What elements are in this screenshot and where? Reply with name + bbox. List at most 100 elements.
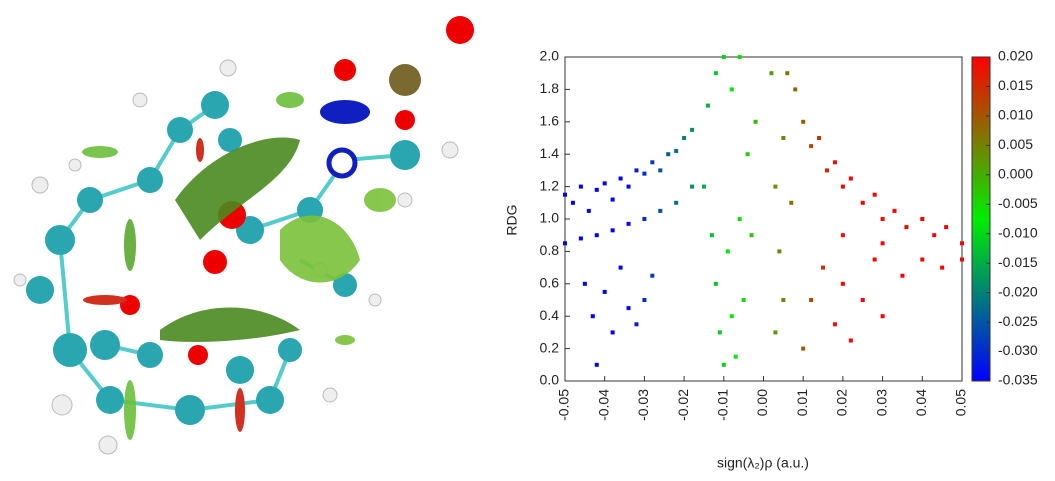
plot-frame	[564, 56, 963, 382]
scatter-point	[737, 217, 742, 221]
scatter-point	[626, 306, 631, 311]
y-tick-label: 0.0	[540, 372, 560, 388]
scatter-point	[789, 200, 794, 205]
scatter-point	[860, 298, 865, 302]
scatter-point	[618, 176, 623, 181]
scatter-point	[880, 241, 885, 246]
x-tick-label: -0.04	[595, 389, 611, 421]
scatter-point	[904, 225, 909, 230]
scatter-point	[721, 55, 726, 59]
y-tick-label: 0.6	[540, 275, 560, 291]
scatter-point	[821, 265, 826, 270]
scatter-point	[658, 168, 663, 173]
scatter-point	[741, 298, 746, 302]
scatter-point	[900, 273, 905, 278]
scatter-point	[781, 136, 786, 140]
colorbar-tick-label: 0.005	[998, 136, 1033, 152]
colorbar-tick-label: -0.035	[998, 372, 1038, 388]
x-tick-label: 0.01	[794, 389, 810, 416]
x-tick-label: -0.01	[715, 389, 731, 421]
scatter-point	[634, 168, 639, 173]
scatter-point	[773, 184, 778, 189]
scatter-point	[682, 136, 687, 140]
scatter-point	[642, 298, 647, 302]
scatter-point	[729, 87, 734, 92]
y-tick-label: 1.6	[540, 113, 560, 129]
x-tick-label: -0.02	[675, 389, 691, 421]
scatter-point	[733, 354, 738, 359]
scatter-point	[825, 168, 830, 173]
scatter-point	[594, 362, 599, 367]
scatter-point	[578, 184, 583, 189]
x-tick-label: 0.04	[913, 389, 929, 416]
scatter-point	[940, 265, 945, 270]
scatter-point	[618, 265, 623, 270]
scatter-point	[773, 330, 778, 335]
y-tick-label: 0.8	[540, 242, 560, 258]
scatter-point	[944, 225, 949, 230]
scatter-point	[674, 148, 679, 153]
scatter-point	[809, 298, 814, 302]
scatter-point	[932, 233, 937, 238]
scatter-point	[610, 228, 615, 233]
x-axis-label: sign(λ₂)ρ (a.u.)	[717, 455, 809, 471]
y-tick-label: 1.4	[540, 145, 560, 161]
scatter-point	[920, 217, 925, 221]
colorbar-tick-label: -0.020	[998, 283, 1038, 299]
scatter-point	[586, 208, 591, 213]
scatter-point	[840, 184, 845, 189]
scatter-point	[642, 217, 647, 221]
y-tick-label: 2.0	[540, 48, 560, 64]
scatter-point	[785, 71, 790, 76]
scatter-point	[709, 233, 714, 238]
scatter-point	[809, 144, 814, 149]
scatter-point	[872, 257, 877, 262]
scatter-point	[626, 221, 631, 226]
colorbar-tick-label: -0.005	[998, 195, 1038, 211]
scatter-point	[658, 208, 663, 213]
x-tick-label: -0.03	[635, 389, 651, 421]
scatter-point	[563, 192, 567, 197]
scatter-point	[745, 152, 750, 157]
scatter-point	[594, 187, 599, 192]
scatter-point	[721, 362, 726, 367]
x-tick-label: 0.05	[953, 389, 969, 416]
scatter-point	[880, 314, 885, 319]
y-axis-label: RDG	[504, 204, 520, 235]
scatter-point	[690, 127, 695, 132]
scatter-point	[578, 236, 583, 241]
y-tick-label: 1.0	[540, 210, 560, 226]
scatter-point	[725, 249, 730, 254]
scatter-point	[769, 71, 774, 76]
y-tick-label: 1.8	[540, 80, 560, 96]
colorbar-tick-label: 0.015	[998, 77, 1033, 93]
x-tick-label: 0.00	[754, 389, 770, 416]
scatter-point	[860, 200, 865, 205]
scatter-point	[701, 184, 706, 189]
y-tick-label: 1.2	[540, 177, 560, 193]
scatter-point	[848, 338, 853, 343]
scatter-point	[594, 233, 599, 238]
scatter-point	[848, 176, 853, 181]
scatter-point	[634, 322, 639, 327]
x-tick-label: 0.03	[873, 389, 889, 416]
x-tick-label: -0.05	[556, 389, 572, 421]
scatter-point	[749, 233, 754, 238]
scatter-point	[650, 160, 655, 165]
scatter-point	[737, 55, 742, 59]
scatter-point	[793, 87, 798, 92]
scatter-point	[713, 71, 718, 76]
scatter-point	[610, 330, 615, 335]
scatter-point	[590, 314, 595, 319]
colorbar-tick-label: -0.025	[998, 313, 1038, 329]
scatter-point	[781, 298, 786, 302]
y-tick-label: 0.4	[540, 307, 560, 323]
scatter-point	[840, 281, 845, 286]
scatter-point	[602, 181, 607, 186]
scatter-point	[920, 257, 925, 262]
molecule-image	[13, 16, 474, 455]
scatter-point	[713, 281, 718, 286]
x-tick-label: 0.02	[834, 389, 850, 416]
colorbar-tick-label: -0.010	[998, 224, 1038, 240]
